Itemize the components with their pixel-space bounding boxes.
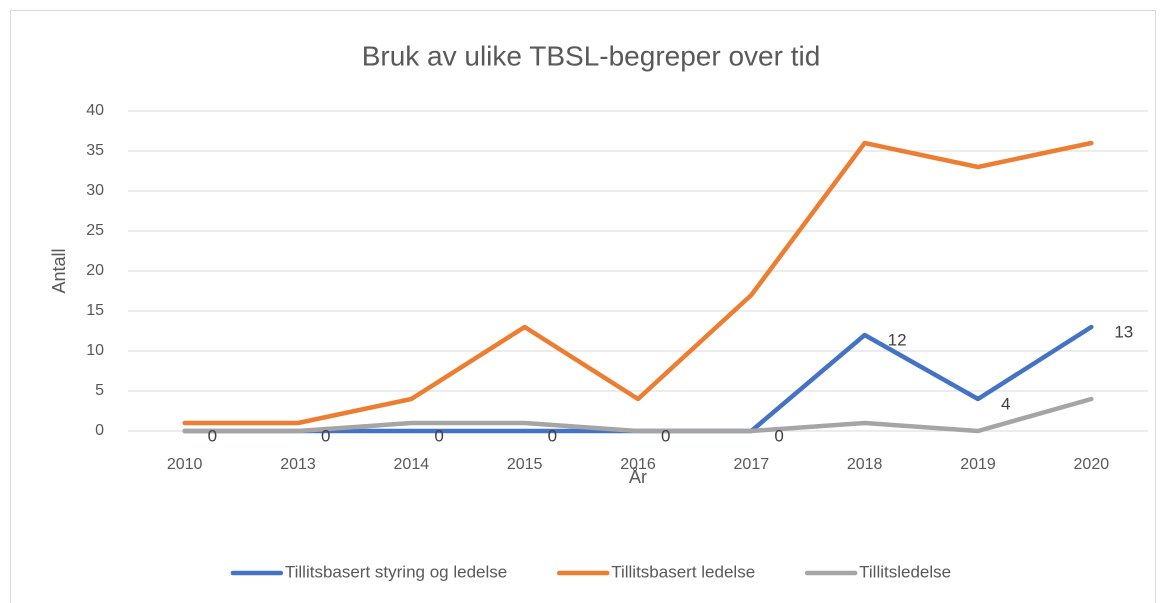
data-label: 0 [661, 426, 670, 445]
x-tick-label: 2018 [847, 456, 883, 473]
x-tick-label: 2020 [1074, 456, 1110, 473]
x-tick-label: 2010 [167, 456, 203, 473]
y-tick-label: 15 [86, 302, 104, 319]
line-series [182, 140, 1094, 426]
x-axis-label: År [629, 467, 647, 487]
data-label: 0 [434, 426, 443, 445]
data-label: 0 [548, 426, 557, 445]
y-tick-label: 0 [95, 422, 104, 439]
data-label: 12 [888, 330, 907, 349]
y-tick-label: 20 [86, 262, 104, 279]
legend-label: Tillitsbasert styring og ledelse [285, 562, 507, 581]
chart-border [10, 10, 1156, 603]
line-series [182, 396, 1094, 434]
x-tick-label: 2019 [960, 456, 996, 473]
y-axis-label: Antall [49, 248, 69, 293]
y-tick-label: 5 [95, 382, 104, 399]
x-tick-label: 2013 [280, 456, 316, 473]
y-tick-label: 35 [86, 142, 104, 159]
legend-label: Tillitsbasert ledelse [611, 562, 755, 581]
chart-title: Bruk av ulike TBSL-begreper over tid [362, 40, 821, 71]
legend-label: Tillitsledelse [859, 562, 951, 581]
x-tick-label: 2016 [620, 456, 656, 473]
y-tick-label: 25 [86, 222, 104, 239]
y-tick-label: 30 [86, 182, 104, 199]
x-tick-label: 2014 [394, 456, 430, 473]
data-label: 13 [1114, 322, 1133, 341]
x-tick-label: 2015 [507, 456, 543, 473]
data-label: 0 [321, 426, 330, 445]
data-label: 0 [208, 426, 217, 445]
x-tick-label: 2017 [734, 456, 770, 473]
data-label: 0 [774, 426, 783, 445]
y-tick-label: 40 [86, 102, 104, 119]
y-tick-label: 10 [86, 342, 104, 359]
data-label: 4 [1001, 394, 1010, 413]
